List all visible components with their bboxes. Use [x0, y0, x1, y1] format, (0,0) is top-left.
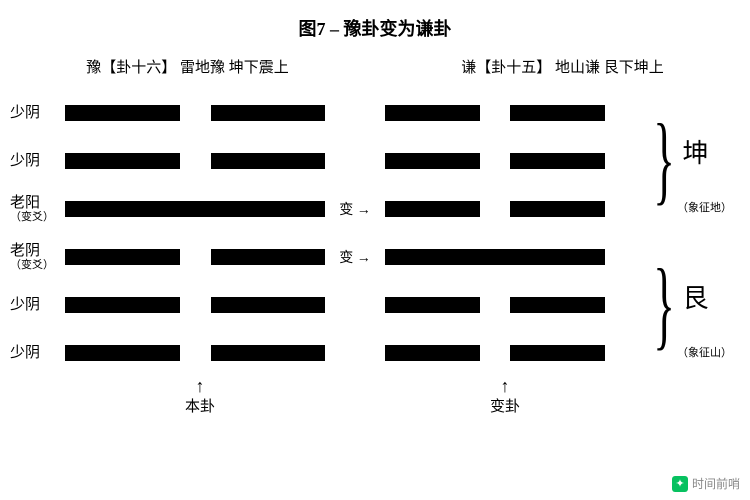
- line-label: 少阴: [10, 105, 65, 122]
- diagram-title: 图7 – 豫卦变为谦卦: [0, 0, 750, 51]
- bengua-text: 本卦: [185, 399, 215, 415]
- line-row: 少阴: [10, 281, 750, 329]
- yin-bar-half: [211, 297, 326, 313]
- line-label-text: 少阴: [10, 153, 40, 169]
- line-label-text: 老阴: [10, 243, 40, 259]
- biangua-label: ↑ 变卦: [490, 377, 520, 416]
- yin-bar-half: [510, 105, 605, 121]
- line-row: 老阴 （变爻） 变 →: [10, 233, 750, 281]
- yin-bar-half: [65, 345, 180, 361]
- line-label-text: 少阴: [10, 345, 40, 361]
- yin-bar-half: [510, 201, 605, 217]
- right-hexagram-line: [385, 105, 605, 121]
- right-hexagram-line: [385, 249, 605, 265]
- yin-bar-half: [385, 153, 480, 169]
- line-row: 少阴: [10, 89, 750, 137]
- right-hexagram-line: [385, 153, 605, 169]
- line-label-sub: （变爻）: [10, 259, 65, 271]
- bottom-labels: ↑ 本卦 ↑ 变卦: [0, 377, 750, 447]
- yin-bar-half: [385, 345, 480, 361]
- change-marker: 变 →: [325, 199, 385, 219]
- line-label: 老阴 （变爻）: [10, 243, 65, 272]
- watermark-text: 时间前哨: [692, 475, 740, 492]
- yin-bar-half: [385, 105, 480, 121]
- left-hexagram-line: [65, 153, 325, 169]
- lower-trigram-note: （象征山）: [677, 344, 742, 360]
- left-hexagram-line: [65, 201, 325, 217]
- yin-bar-half: [211, 153, 326, 169]
- line-label-text: 少阴: [10, 297, 40, 313]
- yin-bar-half: [211, 105, 326, 121]
- right-hexagram-line: [385, 201, 605, 217]
- wechat-icon: ✦: [672, 476, 688, 492]
- subtitle-right: 谦【卦十五】 地山谦 艮下坤上: [375, 56, 750, 77]
- lower-trigram-name: 艮: [675, 284, 712, 310]
- yin-bar-half: [385, 201, 480, 217]
- change-marker: 变 →: [325, 247, 385, 267]
- brace-icon: }: [653, 254, 675, 354]
- line-label: 少阴: [10, 297, 65, 314]
- upper-trigram-name: 坤: [675, 139, 712, 165]
- up-arrow-icon: ↑: [185, 377, 215, 395]
- left-hexagram-line: [65, 297, 325, 313]
- line-label-text: 少阴: [10, 105, 40, 121]
- brace-icon: }: [653, 109, 675, 209]
- yin-bar-half: [510, 297, 605, 313]
- hexagram-grid: 少阴 少阴 老阳 （变爻） 变 → 老阴 （变爻） 变 →: [0, 89, 750, 377]
- subtitle-row: 豫【卦十六】 雷地豫 坤下震上 谦【卦十五】 地山谦 艮下坤上: [0, 51, 750, 89]
- yin-bar-half: [385, 297, 480, 313]
- right-hexagram-line: [385, 345, 605, 361]
- subtitle-left: 豫【卦十六】 雷地豫 坤下震上: [0, 56, 375, 77]
- left-hexagram-line: [65, 345, 325, 361]
- upper-trigram-note: （象征地）: [677, 199, 742, 215]
- line-row: 少阴: [10, 137, 750, 185]
- line-label: 少阴: [10, 153, 65, 170]
- change-text: 变 →: [339, 199, 371, 219]
- up-arrow-icon: ↑: [490, 377, 520, 395]
- line-label: 老阳 （变爻）: [10, 195, 65, 224]
- yin-bar-half: [65, 249, 180, 265]
- yin-bar-half: [65, 297, 180, 313]
- watermark: ✦ 时间前哨: [672, 475, 740, 492]
- left-hexagram-line: [65, 105, 325, 121]
- yang-bar: [385, 249, 605, 265]
- yin-bar-half: [211, 249, 326, 265]
- line-row: 老阳 （变爻） 变 →: [10, 185, 750, 233]
- line-label-text: 老阳: [10, 195, 40, 211]
- line-row: 少阴: [10, 329, 750, 377]
- yin-bar-half: [510, 153, 605, 169]
- yin-bar-half: [510, 345, 605, 361]
- bengua-label: ↑ 本卦: [185, 377, 215, 416]
- left-hexagram-line: [65, 249, 325, 265]
- change-text: 变 →: [339, 247, 371, 267]
- yang-bar: [65, 201, 325, 217]
- biangua-text: 变卦: [490, 399, 520, 415]
- yin-bar-half: [65, 153, 180, 169]
- line-label: 少阴: [10, 345, 65, 362]
- line-label-sub: （变爻）: [10, 211, 65, 223]
- yin-bar-half: [211, 345, 326, 361]
- right-hexagram-line: [385, 297, 605, 313]
- yin-bar-half: [65, 105, 180, 121]
